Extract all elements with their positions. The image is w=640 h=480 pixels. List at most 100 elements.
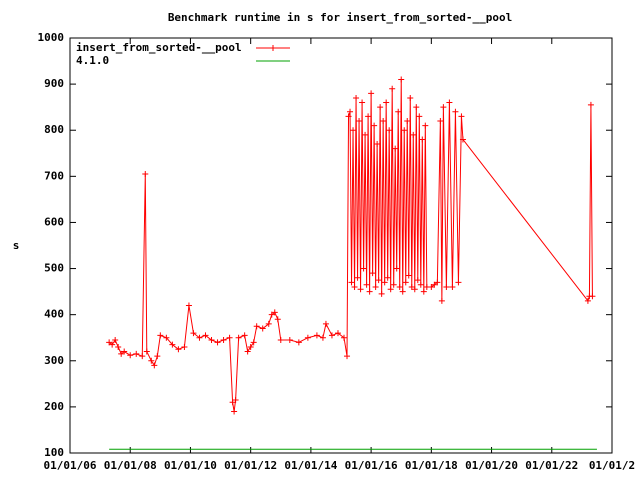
- point-marker: [360, 265, 367, 272]
- point-marker: [271, 309, 278, 316]
- point-marker: [274, 316, 281, 323]
- point-marker: [404, 118, 411, 124]
- point-marker: [398, 76, 405, 83]
- point-marker: [247, 343, 254, 350]
- legend-marker: [270, 45, 276, 51]
- y-tick-label: 1000: [38, 31, 65, 44]
- x-tick-label: 01/01/2: [589, 459, 635, 472]
- point-marker: [383, 99, 390, 106]
- point-marker: [344, 353, 351, 360]
- point-marker: [356, 118, 363, 124]
- point-marker: [127, 352, 134, 359]
- point-marker: [377, 104, 384, 111]
- point-marker: [389, 85, 396, 92]
- point-marker: [196, 334, 203, 341]
- point-marker: [362, 131, 369, 138]
- point-marker: [142, 171, 149, 178]
- x-tick-label: 01/01/10: [164, 459, 217, 472]
- point-marker: [231, 408, 238, 415]
- point-marker: [351, 284, 358, 290]
- point-marker: [250, 339, 257, 346]
- y-tick-label: 800: [44, 123, 64, 136]
- y-axis-label: s: [13, 239, 20, 252]
- point-marker: [334, 330, 341, 337]
- point-marker: [265, 320, 272, 327]
- point-marker: [353, 94, 360, 101]
- point-marker: [139, 353, 146, 360]
- legend-label: 4.1.0: [76, 54, 109, 67]
- point-marker: [109, 341, 116, 348]
- x-tick-label: 01/01/18: [405, 459, 458, 472]
- point-marker: [455, 279, 462, 286]
- point-marker: [348, 279, 355, 286]
- point-marker: [449, 284, 456, 290]
- point-marker: [365, 113, 372, 120]
- point-marker: [399, 288, 406, 295]
- point-marker: [226, 334, 233, 341]
- point-marker: [410, 131, 417, 138]
- point-marker: [411, 286, 418, 293]
- point-marker: [589, 293, 596, 300]
- x-tick-label: 01/01/22: [525, 459, 578, 472]
- point-marker: [401, 127, 408, 134]
- point-marker: [438, 297, 445, 304]
- point-marker: [428, 284, 435, 290]
- point-marker: [241, 332, 248, 339]
- point-marker: [431, 281, 438, 288]
- point-marker: [452, 108, 459, 115]
- point-marker: [422, 122, 429, 129]
- point-marker: [437, 118, 444, 124]
- point-marker: [392, 145, 399, 152]
- series-line: [108, 79, 593, 412]
- point-marker: [408, 284, 415, 290]
- point-marker: [417, 281, 424, 288]
- point-marker: [396, 284, 403, 290]
- point-marker: [268, 311, 275, 318]
- point-marker: [375, 277, 382, 284]
- point-marker: [347, 108, 354, 115]
- point-marker: [115, 343, 122, 350]
- legend-label: insert_from_sorted-__pool: [76, 41, 242, 54]
- point-marker: [395, 108, 402, 115]
- point-marker: [229, 399, 236, 406]
- point-marker: [387, 286, 394, 293]
- point-marker: [407, 94, 414, 101]
- point-marker: [202, 332, 209, 339]
- point-marker: [380, 118, 387, 124]
- y-tick-label: 100: [44, 446, 64, 459]
- x-tick-label: 01/01/20: [465, 459, 518, 472]
- y-tick-label: 200: [44, 400, 64, 413]
- point-marker: [446, 99, 453, 106]
- point-marker: [319, 334, 326, 341]
- y-tick-label: 900: [44, 77, 64, 90]
- point-marker: [208, 337, 215, 344]
- point-marker: [143, 348, 150, 355]
- y-tick-label: 400: [44, 308, 64, 321]
- chart-title: Benchmark runtime in s for insert_from_s…: [168, 11, 512, 24]
- x-tick-label: 01/01/08: [104, 459, 157, 472]
- point-marker: [368, 90, 375, 97]
- point-marker: [350, 127, 357, 134]
- point-marker: [420, 288, 427, 295]
- point-marker: [163, 334, 170, 341]
- point-marker: [386, 127, 393, 134]
- point-marker: [154, 353, 161, 360]
- y-tick-label: 300: [44, 354, 64, 367]
- point-marker: [345, 113, 352, 120]
- point-marker: [416, 113, 423, 120]
- point-marker: [244, 348, 251, 355]
- point-marker: [363, 281, 370, 288]
- y-tick-label: 500: [44, 262, 64, 275]
- point-marker: [443, 284, 450, 290]
- point-marker: [295, 339, 302, 346]
- point-marker: [372, 284, 379, 290]
- point-marker: [440, 104, 447, 111]
- y-tick-label: 600: [44, 215, 64, 228]
- point-marker: [112, 337, 119, 344]
- point-marker: [369, 270, 376, 277]
- point-marker: [277, 337, 284, 344]
- point-marker: [121, 348, 128, 355]
- point-marker: [359, 99, 366, 106]
- point-marker: [378, 290, 385, 297]
